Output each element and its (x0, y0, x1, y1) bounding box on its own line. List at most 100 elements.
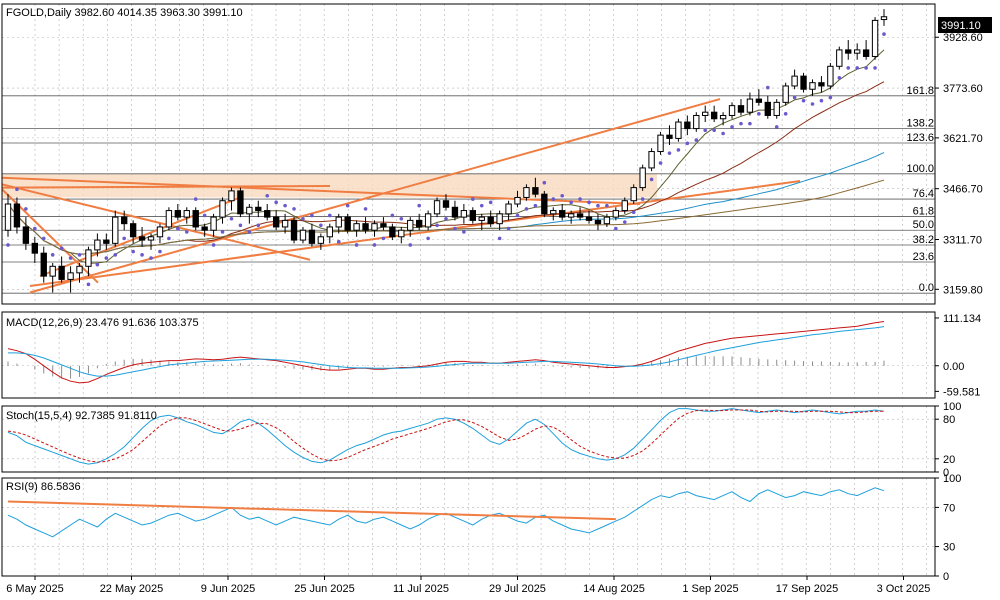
candle-body (13, 203, 21, 228)
x-tick-label: 29 Jul 2025 (489, 583, 546, 595)
candle-body (371, 223, 378, 231)
candle-body (550, 210, 557, 215)
candle-body (299, 229, 307, 241)
candle-body (854, 49, 861, 54)
sar-dot (220, 230, 225, 234)
candle-body (648, 151, 655, 169)
sar-dot (247, 230, 252, 234)
candle-body (514, 196, 521, 205)
x-tick-label: 3 Oct 2025 (877, 583, 931, 595)
sar-dot (176, 226, 180, 231)
x-tick-label: 22 May 2025 (100, 583, 164, 595)
sar-dot (685, 141, 690, 146)
sar-dot (301, 216, 305, 221)
candle-body (559, 210, 566, 218)
sar-dot (649, 177, 654, 182)
candle-body (764, 101, 771, 116)
sar-dot (587, 200, 591, 205)
candle-body (156, 226, 164, 238)
candle-body (693, 114, 700, 130)
sar-dot (730, 125, 734, 129)
fib-label: 38.2 (913, 234, 934, 246)
sar-dot (757, 112, 761, 116)
sar-dot (256, 223, 261, 228)
sar-dot (310, 213, 314, 218)
candle-body (317, 236, 325, 244)
rsi-tick-label: 70 (943, 502, 955, 514)
macd-tick-label: 111.134 (943, 313, 981, 325)
candle-body (228, 190, 235, 202)
candle-body (353, 223, 360, 231)
stoch-tick-label: 0 (943, 467, 949, 479)
x-tick-label: 11 Jul 2025 (393, 583, 449, 595)
sar-dot (140, 253, 144, 257)
sar-dot (184, 230, 189, 234)
candle-body (210, 216, 217, 231)
candle-body (460, 210, 468, 218)
candle-body (487, 216, 494, 225)
candle-body (103, 239, 110, 244)
sar-dot (131, 249, 135, 254)
candle-body (541, 193, 548, 215)
y-tick-label: 3311.70 (943, 235, 982, 247)
candle-body (862, 49, 870, 57)
fib-label: 61.8 (913, 205, 934, 217)
sar-dot (113, 253, 118, 257)
candle-body (639, 167, 646, 189)
sar-dot (524, 207, 529, 211)
candle-body (129, 223, 137, 238)
candle-body (192, 210, 199, 228)
candle-body (451, 206, 459, 218)
candle-body (147, 236, 155, 241)
sar-dot (551, 197, 556, 201)
panel-border-2 (1, 405, 936, 473)
sar-dot (453, 226, 457, 231)
candle-body (380, 223, 387, 228)
sar-dot (882, 32, 886, 36)
sar-dot (399, 216, 404, 221)
sar-dot (873, 66, 877, 70)
x-tick-label: 14 Aug 2025 (583, 583, 645, 595)
panel-border-3 (1, 477, 936, 577)
y-tick-label: 3928.60 (943, 32, 983, 44)
candle-body (737, 105, 745, 113)
stoch-tick-label: 100 (943, 401, 961, 413)
x-tick-label: 6 May 2025 (6, 583, 63, 595)
sar-dot (605, 203, 609, 208)
x-tick-label: 17 Sep 2025 (776, 583, 838, 595)
sar-dot (426, 236, 430, 241)
sar-dot (68, 256, 73, 260)
fib-label: 23.6 (913, 251, 934, 263)
candle-body (478, 216, 485, 221)
candle-body (532, 187, 539, 195)
candle-body (442, 200, 450, 208)
fib-label: 50.0 (913, 219, 934, 231)
candle-body (773, 101, 780, 116)
sar-dot (578, 197, 582, 201)
sar-dot (506, 226, 511, 231)
sar-dot (614, 226, 618, 231)
axes: 3928.60 3773.60 3621.70 3466.70 3311.70 3159.… (1, 3, 983, 595)
rsi-label: RSI(9) 86.5836 (6, 481, 81, 493)
sar-dot (86, 282, 91, 287)
y-tick-label: 3466.70 (943, 184, 983, 196)
sar-dot (50, 253, 55, 257)
stoch-d-line (7, 409, 884, 463)
sar-dot (837, 75, 842, 80)
candle-body (755, 98, 763, 103)
last-price-label: 3991.10 (941, 20, 981, 32)
trendline (1, 176, 641, 205)
sar-dot (622, 220, 627, 224)
candle-body (845, 49, 852, 54)
sar-dot (15, 187, 19, 192)
rsi-tick-label: 0 (943, 571, 949, 583)
sar-dot (122, 236, 127, 241)
sar-dot (479, 203, 484, 208)
sar-dot (319, 223, 323, 228)
candle-body (255, 206, 262, 212)
sar-dot (658, 161, 663, 165)
rsi-panel: 100 70 30 0 (2, 473, 961, 583)
candle-body (362, 223, 369, 231)
sar-dot (801, 98, 806, 103)
